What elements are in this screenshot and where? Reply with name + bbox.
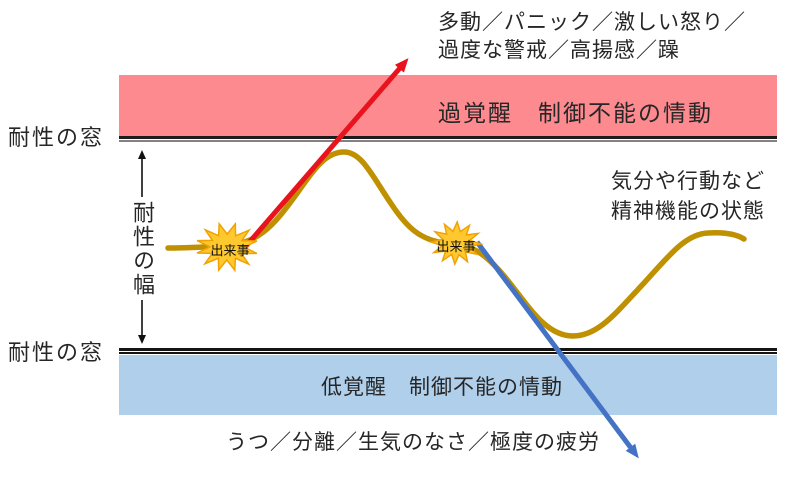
event-starburst-1 <box>196 221 258 273</box>
curve-meaning-line2: 精神機能の状態 <box>611 200 765 223</box>
curve-meaning-line1: 気分や行動など <box>611 170 765 193</box>
tolerance-window-label-bottom: 耐性の窓 <box>8 340 105 365</box>
upper-tolerance-boundary-line <box>119 136 777 139</box>
hypoarousal-arrow <box>474 240 639 459</box>
lower-tolerance-boundary-inner-line <box>119 352 777 354</box>
hypoarousal-band-label: 低覚醒 制御不能の情動 <box>321 376 563 399</box>
hyperarousal-symptoms-line1: 多動／パニック／激しい怒り／ <box>438 11 746 34</box>
lower-tolerance-boundary-line <box>119 348 777 351</box>
hypoarousal-symptoms-text: うつ／分離／生気のなさ／極度の疲労 <box>226 431 600 454</box>
event-label-1: 出来事 <box>210 243 250 258</box>
hyperarousal-arrow <box>244 58 409 248</box>
event-label-2: 出来事 <box>436 239 476 254</box>
event-starburst-2 <box>428 219 484 267</box>
tolerance-width-label: 耐性の幅 <box>130 201 155 297</box>
curve-meaning-text: 気分や行動など 精神機能の状態 <box>611 167 765 227</box>
hyperarousal-band <box>119 75 777 136</box>
tolerance-window-label-top: 耐性の窓 <box>8 125 105 150</box>
hyperarousal-symptoms-text: 多動／パニック／激しい怒り／ 過度な警戒／高揚感／躁 <box>438 9 746 65</box>
hyperarousal-symptoms-line2: 過度な警戒／高揚感／躁 <box>438 39 680 62</box>
hypoarousal-band <box>119 355 777 415</box>
hyperarousal-band-label: 過覚醒 制御不能の情動 <box>438 100 713 126</box>
upper-tolerance-boundary-shadow-line <box>119 139 777 142</box>
